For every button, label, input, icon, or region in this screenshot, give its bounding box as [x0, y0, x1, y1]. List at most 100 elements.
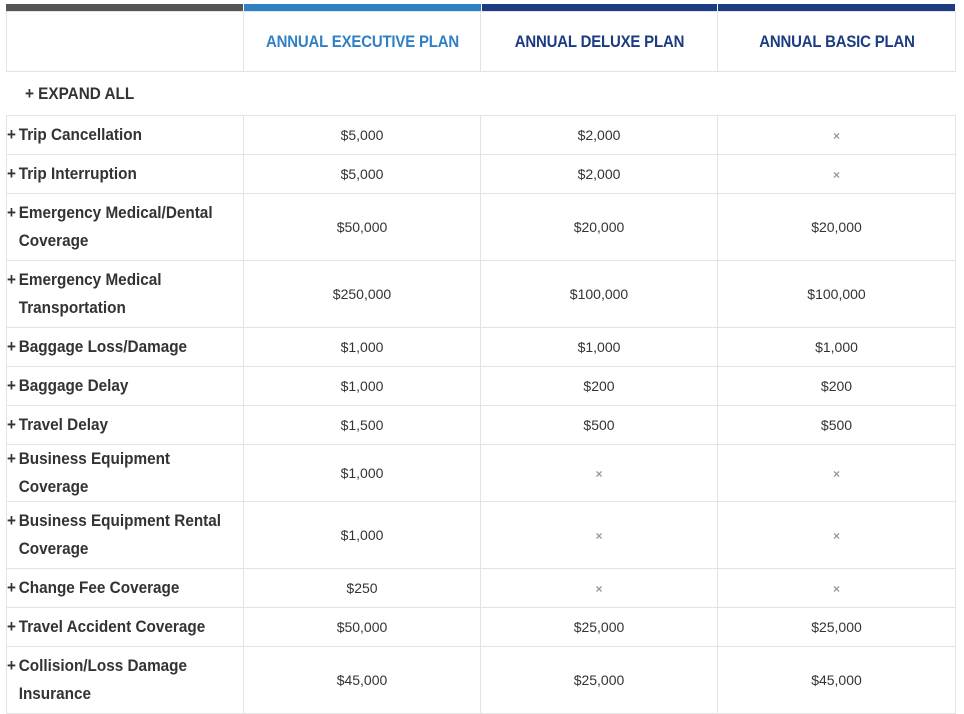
expand-all-button[interactable]: + EXPAND ALL — [24, 83, 134, 103]
coverage-amount: $20,000 — [811, 219, 862, 235]
coverage-value-deluxe: × — [480, 501, 718, 569]
x-icon: × — [832, 467, 840, 481]
plus-icon[interactable]: + — [7, 270, 16, 289]
coverage-label-cell[interactable]: + Trip Cancellation — [6, 115, 244, 155]
plan-header-basic: ANNUAL BASIC PLAN — [731, 11, 942, 72]
plus-icon[interactable]: + — [7, 125, 16, 144]
coverage-toggle[interactable]: + Emergency Medical Transportation — [7, 266, 241, 322]
plus-icon[interactable]: + — [7, 449, 16, 468]
coverage-amount: $5,000 — [340, 127, 384, 143]
coverage-label-cell[interactable]: + Emergency Medical/Dental Coverage — [6, 193, 244, 261]
coverage-toggle[interactable]: + Business Equipment Rental Coverage — [7, 507, 241, 563]
coverage-amount: $50,000 — [336, 619, 388, 635]
coverage-value-basic: × — [717, 568, 956, 608]
coverage-row: + Collision/Loss Damage Insurance $45,000 $… — [6, 646, 956, 714]
coverage-label: Emergency Medical Transportation — [18, 270, 162, 317]
plan-comparison-table: ANNUAL EXECUTIVE PLAN ANNUAL DELUXE PLAN… — [6, 11, 956, 714]
coverage-toggle[interactable]: + Business Equipment Coverage — [7, 445, 241, 501]
coverage-value-basic: × — [717, 501, 956, 569]
expand-all-row: + EXPAND ALL — [6, 71, 956, 116]
x-icon: × — [595, 529, 603, 543]
x-icon: × — [832, 529, 840, 543]
coverage-value-basic: × — [717, 115, 956, 155]
coverage-value-basic: $1,000 — [717, 327, 956, 367]
plus-icon[interactable]: + — [7, 376, 16, 395]
plus-icon[interactable]: + — [7, 511, 16, 530]
x-icon: × — [595, 582, 603, 596]
coverage-label: Change Fee Coverage — [18, 578, 180, 597]
plan-color-bars — [6, 4, 955, 11]
coverage-amount: $2,000 — [577, 166, 621, 182]
coverage-toggle[interactable]: + Travel Accident Coverage — [7, 613, 241, 641]
coverage-label: Collision/Loss Damage Insurance — [18, 656, 188, 703]
coverage-value-basic: $100,000 — [717, 260, 956, 328]
x-icon: × — [595, 467, 603, 481]
plus-icon[interactable]: + — [7, 656, 16, 675]
coverage-row: + Trip Interruption $5,000 $2,000 × — [6, 154, 956, 194]
coverage-amount: $1,000 — [340, 527, 384, 543]
coverage-toggle[interactable]: + Baggage Delay — [7, 372, 241, 400]
x-icon: × — [832, 582, 840, 596]
coverage-label-cell[interactable]: + Business Equipment Rental Coverage — [6, 501, 244, 569]
coverage-row: + Baggage Loss/Damage $1,000 $1,000 $1,000 — [6, 327, 956, 367]
coverage-amount: $25,000 — [811, 619, 862, 635]
coverage-value-executive: $50,000 — [243, 607, 481, 647]
coverage-toggle[interactable]: + Collision/Loss Damage Insurance — [7, 652, 241, 708]
coverage-toggle[interactable]: + Change Fee Coverage — [7, 574, 241, 602]
coverage-amount: $500 — [583, 417, 615, 433]
coverage-row: + Business Equipment Coverage $1,000 × × — [6, 444, 956, 502]
column-bar-blank — [6, 4, 243, 11]
coverage-label-cell[interactable]: + Trip Interruption — [6, 154, 244, 194]
coverage-label: Business Equipment Rental Coverage — [18, 511, 222, 558]
coverage-value-deluxe: $100,000 — [480, 260, 718, 328]
plus-icon[interactable]: + — [7, 578, 16, 597]
plus-icon[interactable]: + — [7, 164, 16, 183]
coverage-amount: $25,000 — [573, 619, 625, 635]
coverage-amount: $45,000 — [336, 672, 388, 688]
coverage-label: Baggage Loss/Damage — [18, 337, 188, 356]
coverage-row: + Baggage Delay $1,000 $200 $200 — [6, 366, 956, 406]
plan-header-executive: ANNUAL EXECUTIVE PLAN — [257, 11, 467, 72]
plus-icon[interactable]: + — [7, 203, 16, 222]
coverage-label-cell[interactable]: + Baggage Loss/Damage — [6, 327, 244, 367]
coverage-row: + Travel Accident Coverage $50,000 $25,000 $… — [6, 607, 956, 647]
coverage-label-cell[interactable]: + Travel Delay — [6, 405, 244, 445]
coverage-value-executive: $5,000 — [243, 154, 481, 194]
coverage-value-executive: $1,000 — [243, 501, 481, 569]
coverage-label-cell[interactable]: + Emergency Medical Transportation — [6, 260, 244, 328]
coverage-label-cell[interactable]: + Travel Accident Coverage — [6, 607, 244, 647]
coverage-amount: $1,500 — [340, 417, 384, 433]
plus-icon[interactable]: + — [7, 337, 16, 356]
coverage-toggle[interactable]: + Emergency Medical/Dental Coverage — [7, 199, 241, 255]
coverage-label: Trip Interruption — [18, 164, 137, 183]
coverage-value-executive: $1,000 — [243, 366, 481, 406]
coverage-value-deluxe: × — [480, 444, 718, 502]
coverage-amount: $45,000 — [811, 672, 862, 688]
coverage-label-cell[interactable]: + Baggage Delay — [6, 366, 244, 406]
coverage-amount: $2,000 — [577, 127, 621, 143]
coverage-toggle[interactable]: + Trip Cancellation — [7, 121, 241, 149]
coverage-row: + Business Equipment Rental Coverage $1,00… — [6, 501, 956, 569]
coverage-amount: $1,000 — [815, 339, 858, 355]
coverage-label: Travel Delay — [18, 415, 109, 434]
coverage-value-basic: $500 — [717, 405, 956, 445]
coverage-amount: $200 — [820, 378, 853, 394]
coverage-toggle[interactable]: + Travel Delay — [7, 411, 241, 439]
coverage-toggle[interactable]: + Trip Interruption — [7, 160, 241, 188]
plus-icon[interactable]: + — [7, 617, 16, 636]
coverage-amount: $20,000 — [573, 219, 625, 235]
coverage-label-cell[interactable]: + Change Fee Coverage — [6, 568, 244, 608]
plus-icon[interactable]: + — [7, 415, 16, 434]
coverage-value-basic: × — [717, 444, 956, 502]
coverage-value-executive: $45,000 — [243, 646, 481, 714]
coverage-value-executive: $1,000 — [243, 327, 481, 367]
coverage-amount: $200 — [583, 378, 615, 394]
coverage-toggle[interactable]: + Baggage Loss/Damage — [7, 333, 241, 361]
coverage-value-basic: $25,000 — [717, 607, 956, 647]
coverage-label-cell[interactable]: + Business Equipment Coverage — [6, 444, 244, 502]
coverage-label-cell[interactable]: + Collision/Loss Damage Insurance — [6, 646, 244, 714]
coverage-value-executive: $1,500 — [243, 405, 481, 445]
coverage-value-executive: $5,000 — [243, 115, 481, 155]
coverage-amount: $250,000 — [332, 286, 392, 302]
coverage-amount: $1,000 — [340, 378, 384, 394]
